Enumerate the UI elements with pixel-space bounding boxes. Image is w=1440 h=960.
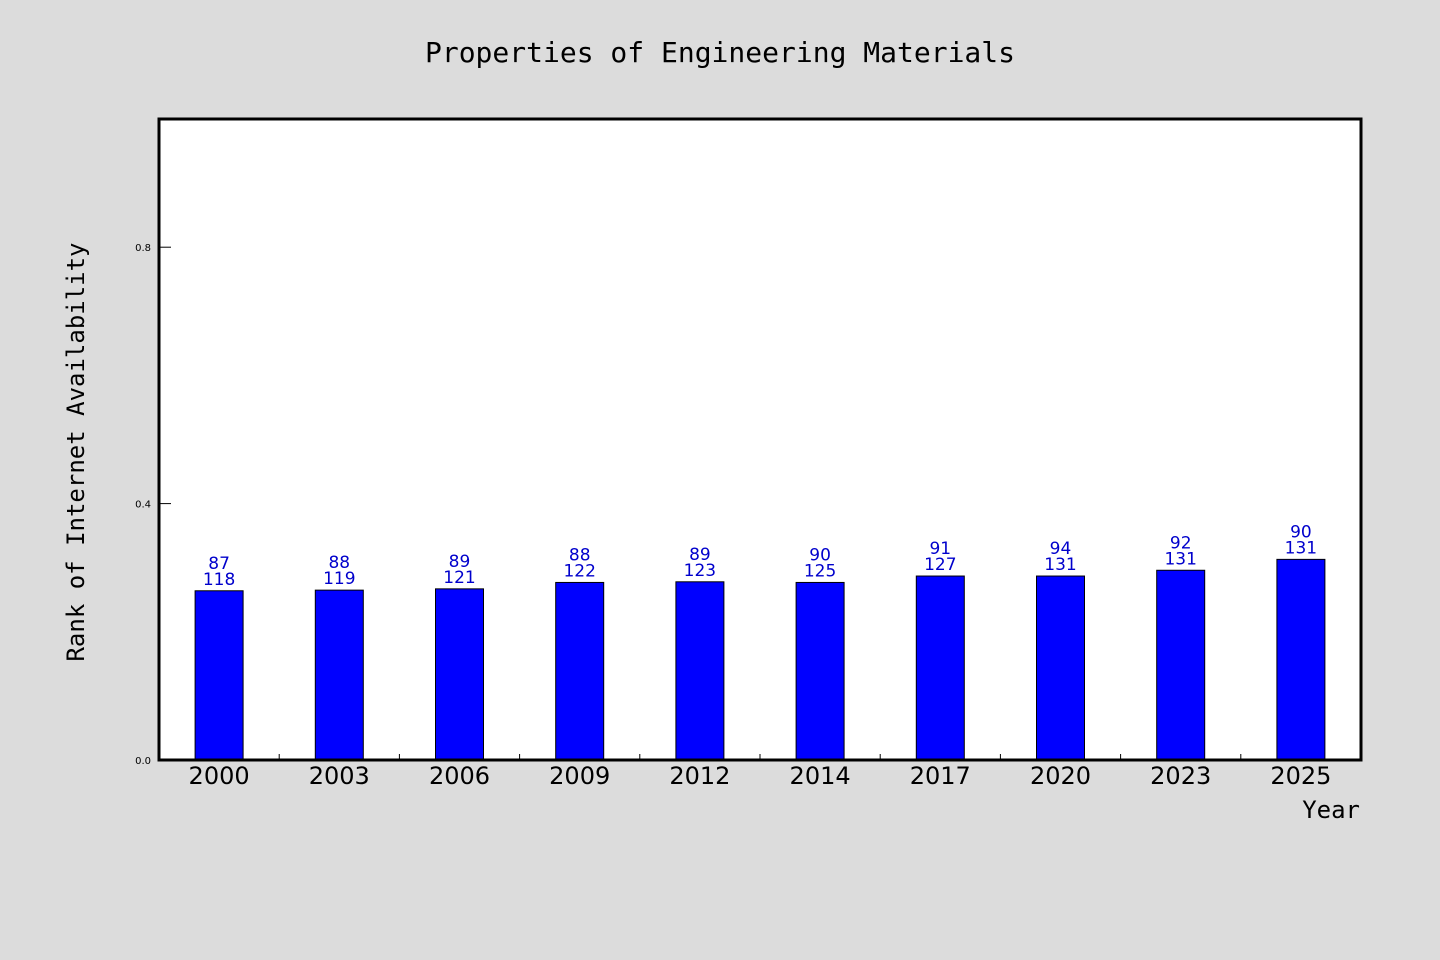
bar-2012 — [675, 581, 725, 761]
bar-2003 — [314, 589, 364, 761]
x-tick-label-2025: 2025 — [1270, 762, 1331, 790]
x-tick-label-2006: 2006 — [429, 762, 490, 790]
x-tick-label-2020: 2020 — [1030, 762, 1091, 790]
data-label-top-2003: 88 — [328, 553, 350, 573]
data-label-bottom-2023: 131 — [1164, 549, 1196, 569]
x-tick-label-2009: 2009 — [549, 762, 610, 790]
data-label-top-2012: 89 — [689, 545, 711, 565]
data-label-bottom-2003: 119 — [323, 569, 355, 589]
x-tick-label-2012: 2012 — [669, 762, 730, 790]
data-label-bottom-2006: 121 — [443, 568, 475, 588]
chart-title: Properties of Engineering Materials — [425, 36, 1015, 69]
bar-2025 — [1276, 558, 1326, 761]
x-axis-label: Year — [1302, 796, 1360, 824]
data-label-bottom-2014: 125 — [804, 561, 836, 581]
bar-2023 — [1156, 569, 1206, 761]
data-label-top-2025: 90 — [1290, 522, 1312, 542]
y-axis-label: Rank of Internet Availability — [62, 242, 90, 661]
bar-2006 — [435, 588, 484, 761]
data-label-bottom-2009: 122 — [563, 561, 595, 581]
x-tick-label-2000: 2000 — [189, 762, 250, 790]
data-label-top-2014: 90 — [809, 545, 831, 565]
bar-2017 — [915, 575, 965, 761]
data-label-bottom-2000: 118 — [203, 570, 235, 590]
data-label-top-2020: 94 — [1050, 539, 1072, 559]
bar-2014 — [795, 581, 845, 761]
data-label-top-2006: 89 — [449, 552, 471, 572]
data-label-bottom-2020: 131 — [1044, 555, 1076, 575]
data-label-top-2017: 91 — [929, 539, 951, 559]
bar-2020 — [1036, 575, 1085, 761]
data-label-top-2009: 88 — [569, 545, 591, 565]
data-label-bottom-2025: 131 — [1285, 538, 1317, 558]
data-labels-layer: 8711888119891218812289123901259112794131… — [203, 522, 1317, 589]
y-tick-label-0.0: 0.0 — [135, 756, 151, 767]
y-tick-label-0.4: 0.4 — [135, 500, 151, 511]
bars-layer — [194, 558, 1326, 761]
x-tick-label-2014: 2014 — [790, 762, 851, 790]
data-label-top-2000: 87 — [208, 554, 230, 574]
y-tick-label-0.8: 0.8 — [135, 243, 151, 254]
x-tick-label-2023: 2023 — [1150, 762, 1211, 790]
x-tick-label-2003: 2003 — [309, 762, 370, 790]
y-axis: 0.0 0.4 0.8 — [135, 243, 171, 767]
bar-2009 — [555, 581, 605, 761]
x-tick-label-2017: 2017 — [910, 762, 971, 790]
data-label-top-2023: 92 — [1170, 533, 1192, 553]
data-label-bottom-2012: 123 — [684, 561, 716, 581]
data-label-bottom-2017: 127 — [924, 555, 956, 575]
x-axis: 2000 2003 2006 2009 2012 2014 2017 2020 2023 2025 — [189, 754, 1331, 790]
bar-2000 — [194, 590, 244, 761]
